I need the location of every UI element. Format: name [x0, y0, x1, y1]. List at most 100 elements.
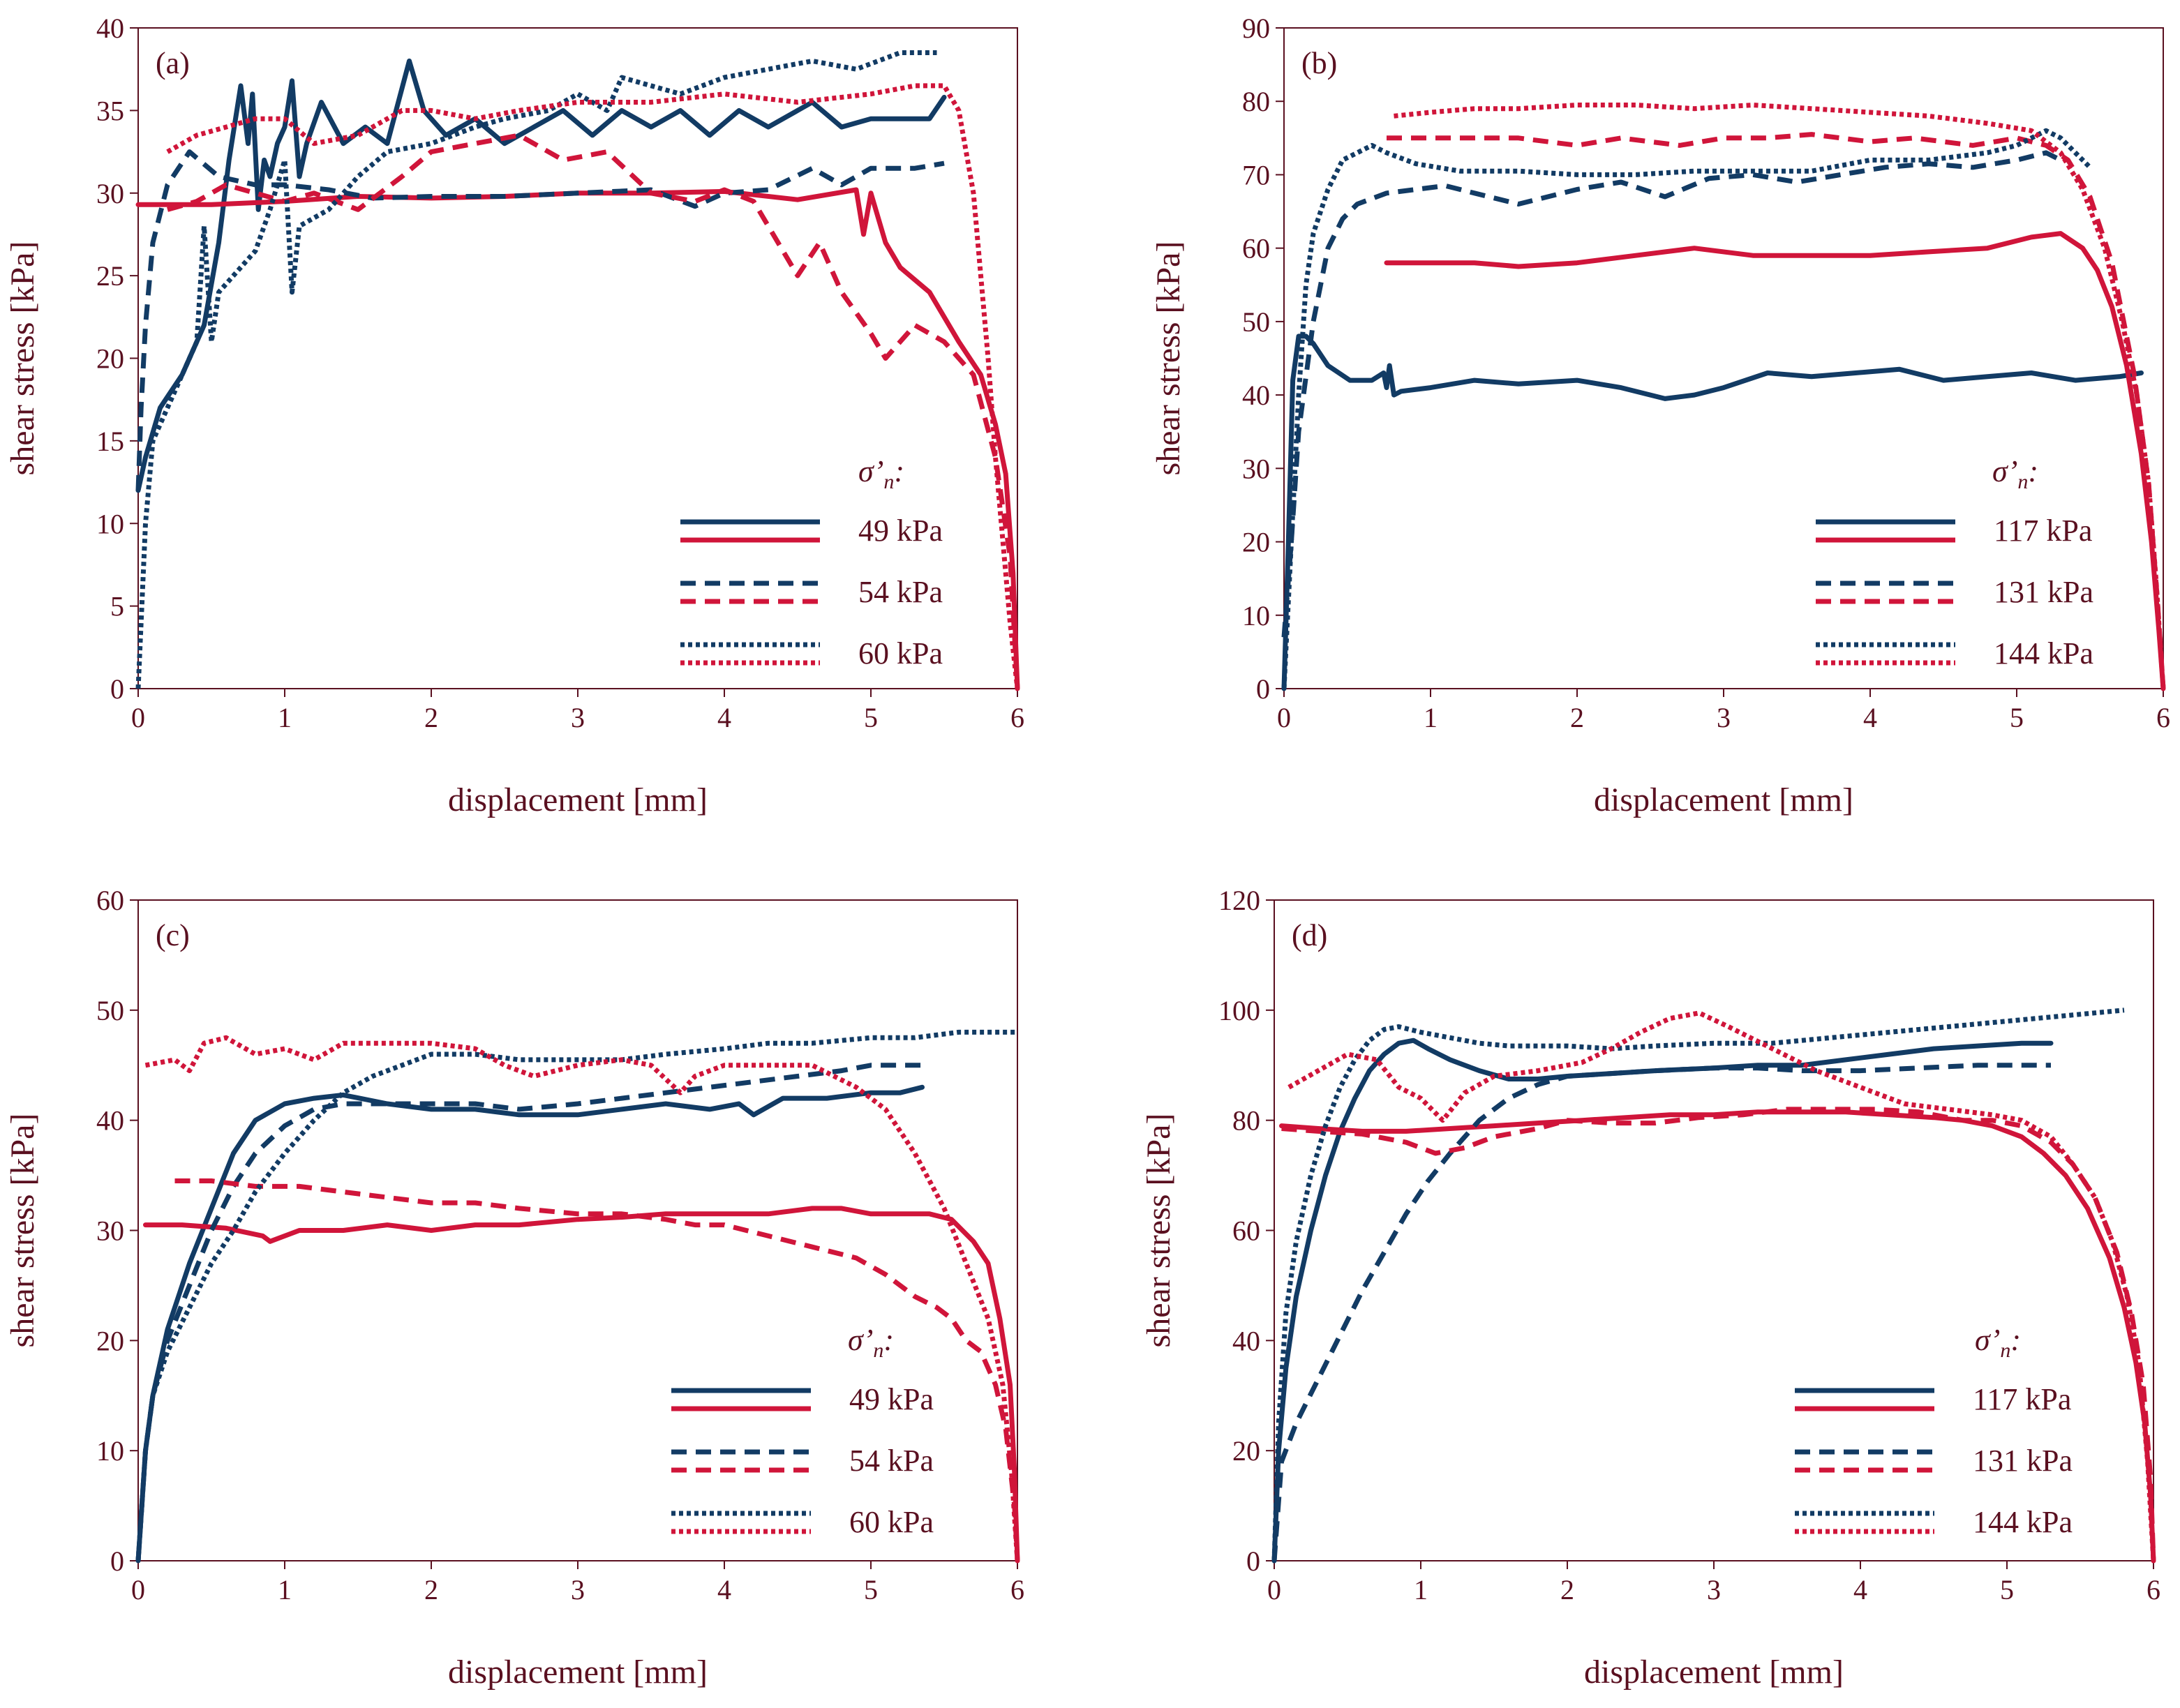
- x-tick-label: 6: [1010, 702, 1024, 733]
- x-tick-label: 2: [1560, 1574, 1574, 1605]
- legend-title-colon: :: [2010, 1323, 2021, 1357]
- x-tick-label: 0: [131, 702, 145, 733]
- y-tick-label: 0: [110, 1545, 124, 1577]
- y-tick-label: 80: [1242, 86, 1270, 117]
- legend-title-symbol: σ’: [1975, 1323, 2000, 1357]
- series-line-red-dashed: [1281, 1107, 2156, 1561]
- legend-title-subscript: n: [883, 470, 894, 493]
- x-tick-label: 2: [424, 702, 438, 733]
- y-tick-label: 90: [1242, 13, 1270, 44]
- series-line-blue-dashed: [135, 1063, 930, 1561]
- series-line-blue-solid: [135, 58, 947, 493]
- series-line-red-dashed: [174, 1178, 1020, 1561]
- x-tick-label: 5: [2010, 702, 2024, 733]
- chart-panel-c: 0 10 20 30 40 50 60 0 1 2 3 4 5 6 displacement [mm] she…: [4, 885, 1024, 1691]
- x-axis-title: displacement [mm]: [1584, 1654, 1844, 1691]
- legend: σ’n: 117 kPa 131 kPa 144 kPa: [1795, 1323, 2073, 1539]
- legend-label: 144 kPa: [1994, 636, 2093, 671]
- panel-label: (a): [156, 46, 190, 80]
- series-line-red-dashed: [167, 133, 1020, 689]
- legend-label: 131 kPa: [1994, 575, 2093, 609]
- x-tick-label: 3: [1717, 702, 1731, 733]
- series-line-blue-dotted: [135, 1029, 1017, 1561]
- legend-title: σ’n:: [858, 454, 904, 493]
- y-axis-title: shear stress [kPa]: [1140, 1114, 1177, 1348]
- legend: σ’n: 117 kPa 131 kPa 144 kPa: [1816, 454, 2093, 671]
- x-axis-title: displacement [mm]: [1594, 781, 1853, 818]
- y-tick-label: 40: [96, 1105, 124, 1137]
- legend-title: σ’n:: [1975, 1323, 2021, 1362]
- x-tick-label: 1: [1424, 702, 1438, 733]
- series-line-blue-dotted: [1271, 1007, 2125, 1561]
- legend-title: σ’n:: [1992, 454, 2038, 493]
- series-line-blue-dashed: [1271, 1063, 2051, 1561]
- series-line-red-solid: [1384, 231, 2166, 691]
- y-tick-label: 60: [1232, 1215, 1260, 1247]
- chart-panel-d: 0 20 40 60 80 100 120 0 1 2 3 4 5 6 displacement [mm] s…: [1140, 885, 2160, 1691]
- x-tick-label: 4: [717, 702, 731, 733]
- y-axis-title: shear stress [kPa]: [4, 1114, 41, 1348]
- legend-label: 144 kPa: [1973, 1505, 2073, 1539]
- x-axis-title: displacement [mm]: [448, 781, 708, 818]
- y-tick-label: 10: [96, 508, 124, 539]
- legend-label: 49 kPa: [858, 514, 943, 548]
- legend-title-colon: :: [2028, 454, 2038, 488]
- y-tick-label: 20: [96, 343, 124, 375]
- y-tick-label: 120: [1218, 885, 1260, 916]
- legend-label: 54 kPa: [849, 1444, 934, 1478]
- series-line-red-solid: [143, 1206, 1020, 1564]
- legend-title-symbol: σ’: [848, 1323, 873, 1357]
- legend-label: 60 kPa: [849, 1505, 934, 1539]
- x-tick-label: 2: [424, 1574, 438, 1605]
- x-tick-label: 1: [1414, 1574, 1428, 1605]
- y-tick-label: 0: [110, 673, 124, 705]
- series-line-blue-solid: [1281, 334, 2144, 691]
- x-tick-label: 5: [2000, 1574, 2014, 1605]
- x-tick-label: 6: [2156, 702, 2170, 733]
- legend-label: 60 kPa: [858, 636, 943, 671]
- series-line-red-solid: [135, 187, 1020, 691]
- series-line-blue-dotted: [1281, 128, 2092, 689]
- y-tick-label: 40: [96, 13, 124, 44]
- y-axis-title: shear stress [kPa]: [1150, 241, 1187, 476]
- series-line-red-solid: [1279, 1109, 2156, 1564]
- x-tick-label: 1: [278, 702, 292, 733]
- legend-label: 54 kPa: [858, 575, 943, 609]
- y-axis-title: shear stress [kPa]: [4, 241, 41, 476]
- y-tick-label: 0: [1246, 1545, 1260, 1577]
- x-tick-label: 5: [864, 1574, 878, 1605]
- series-line-blue-solid: [1271, 1037, 2054, 1564]
- y-tick-label: 0: [1256, 673, 1270, 705]
- series-line-blue-dashed: [1281, 150, 2062, 638]
- x-tick-label: 2: [1570, 702, 1584, 733]
- y-tick-label: 60: [96, 885, 124, 916]
- legend-label: 131 kPa: [1973, 1444, 2073, 1478]
- y-tick-label: 50: [1242, 306, 1270, 338]
- y-tick-label: 25: [96, 260, 124, 292]
- legend-label: 49 kPa: [849, 1382, 934, 1416]
- panel-label: (d): [1292, 918, 1327, 952]
- series-line-red-dotted: [144, 1035, 1020, 1561]
- y-tick-label: 40: [1232, 1325, 1260, 1356]
- x-tick-label: 1: [278, 1574, 292, 1605]
- x-tick-label: 3: [571, 702, 585, 733]
- y-tick-label: 20: [96, 1325, 124, 1356]
- legend-title-colon: :: [894, 454, 904, 488]
- chart-panel-a: 0 5 10 15 20 25 30 35 40 0 1 2 3 4 5 6 displacement [mm]…: [4, 13, 1024, 818]
- panel-label: (b): [1301, 46, 1337, 80]
- x-tick-label: 0: [1277, 702, 1291, 733]
- x-tick-label: 6: [1010, 1574, 1024, 1605]
- y-tick-label: 5: [110, 591, 124, 622]
- series-line-red-dotted: [1394, 103, 2166, 689]
- x-tick-label: 4: [1853, 1574, 1867, 1605]
- y-tick-label: 35: [96, 95, 124, 126]
- y-tick-label: 10: [96, 1435, 124, 1467]
- y-tick-label: 20: [1232, 1435, 1260, 1467]
- x-tick-label: 0: [1267, 1574, 1281, 1605]
- series-line-blue-dotted: [135, 50, 937, 689]
- y-tick-label: 15: [96, 426, 124, 457]
- y-tick-label: 20: [1242, 527, 1270, 558]
- panel-label: (c): [156, 918, 190, 952]
- x-axis-title: displacement [mm]: [448, 1654, 708, 1691]
- y-tick-label: 70: [1242, 159, 1270, 190]
